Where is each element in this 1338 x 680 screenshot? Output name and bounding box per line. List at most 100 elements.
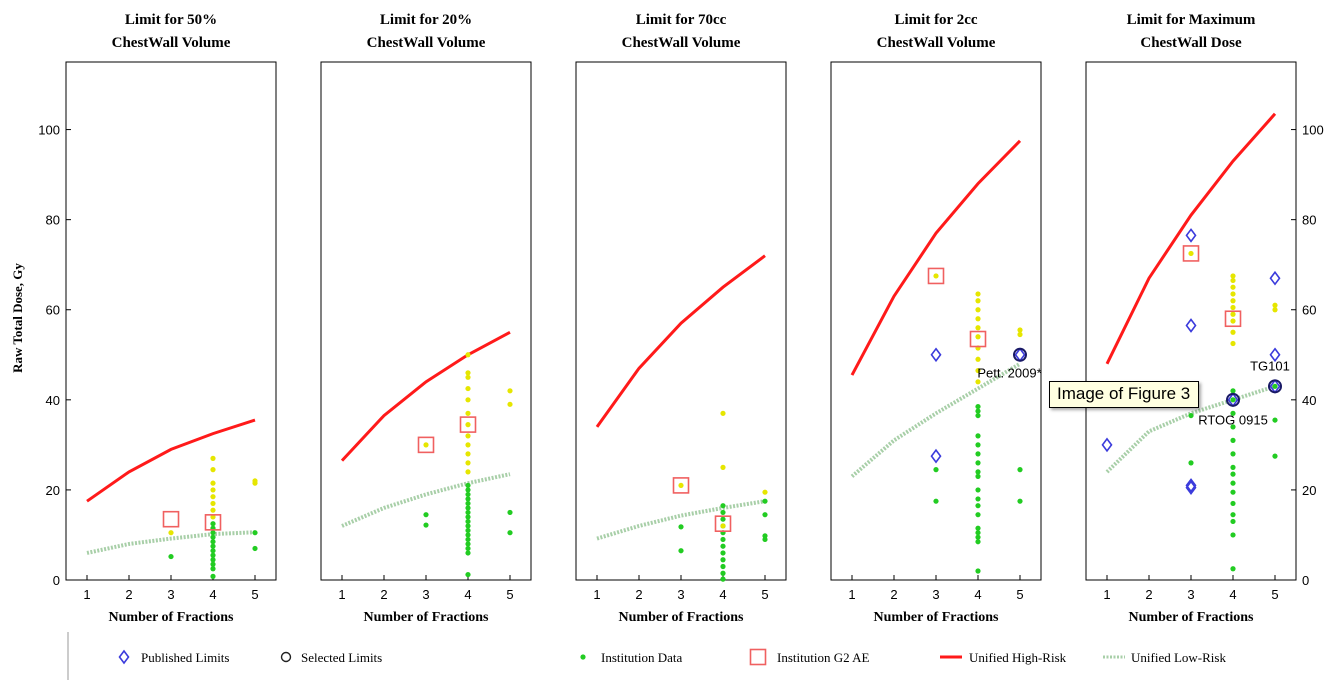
g2ae-square <box>969 330 987 348</box>
institution-point <box>678 524 684 530</box>
panel-1: Limit for 50% ChestWall Volume 1 2 3 4 5 Number… <box>38 12 277 625</box>
published-limit-marker <box>1185 318 1197 333</box>
x-axis-label: Number of Fractions <box>364 610 489 625</box>
point-annotation: RTOG 0915 <box>1198 413 1268 428</box>
g2ae-square <box>927 267 945 285</box>
institution-point-highlight <box>210 455 216 461</box>
g2ae-square <box>1224 310 1242 328</box>
institution-point-highlight <box>720 410 726 416</box>
x-tick-label: 2 <box>125 587 132 602</box>
institution-point <box>720 509 726 516</box>
legend-item-high: Unified High-Risk <box>940 650 1067 665</box>
y-tick-label: 60 <box>46 303 60 318</box>
low-risk-line <box>850 362 1022 478</box>
x-tick-label: 2 <box>890 587 897 602</box>
institution-point-highlight <box>1230 298 1236 304</box>
institution-point <box>1230 518 1236 525</box>
panel-title-line1: Limit for 2cc <box>894 12 977 28</box>
institution-point <box>465 505 471 511</box>
published-limit-marker <box>1101 437 1113 453</box>
institution-point <box>1230 489 1236 495</box>
panel-4: Limit for 2cc ChestWall Volume 1 2 3 4 5 Number… <box>830 12 1042 625</box>
published-limit-marker <box>930 347 942 363</box>
institution-point-highlight <box>720 523 726 529</box>
x-tick-label: 1 <box>338 587 345 602</box>
x-tick-label: 4 <box>464 587 471 602</box>
institution-point <box>465 536 471 543</box>
institution-point <box>1230 397 1236 403</box>
legend-label: Institution Data <box>601 650 682 665</box>
high-risk-line <box>340 330 511 462</box>
institution-point <box>465 514 471 520</box>
low-risk-line <box>341 472 511 528</box>
institution-point <box>762 498 768 504</box>
y-tick-label-right: 40 <box>1302 393 1316 408</box>
legend-square-icon <box>749 648 767 666</box>
x-tick-label: 2 <box>635 587 642 602</box>
institution-point-highlight <box>507 388 513 394</box>
institution-point-highlight <box>1017 327 1023 333</box>
y-axis-label: Raw Total Dose, Gy <box>10 263 25 373</box>
legend: Published Limits Selected Limits Instituti… <box>67 632 1226 680</box>
institution-point <box>1272 453 1278 459</box>
institution-point <box>210 566 216 572</box>
institution-point-highlight <box>465 469 471 475</box>
x-tick-label: 5 <box>506 587 513 602</box>
y-tick-label: 0 <box>53 573 60 588</box>
institution-point-highlight <box>1188 250 1194 257</box>
y-tick-label: 100 <box>38 123 60 138</box>
institution-point <box>933 498 939 504</box>
institution-point <box>975 503 981 509</box>
institution-point-highlight <box>423 442 429 448</box>
institution-point <box>465 545 471 552</box>
institution-point <box>465 571 471 578</box>
y-tick-label-right: 20 <box>1302 483 1316 498</box>
institution-point-highlight <box>465 385 471 392</box>
x-tick-label: 5 <box>761 587 768 602</box>
y-tick-label-right: 60 <box>1302 303 1316 318</box>
institution-point <box>720 557 726 563</box>
institution-point-highlight <box>762 489 768 495</box>
institution-point <box>1230 437 1236 443</box>
x-tick-label: 4 <box>1229 587 1236 602</box>
institution-point <box>975 539 981 545</box>
institution-point <box>720 503 726 509</box>
institution-point-highlight <box>975 307 981 313</box>
published-limit-marker <box>1185 228 1197 243</box>
g2ae-square <box>1182 245 1200 262</box>
institution-point <box>465 491 471 498</box>
high-risk-line <box>86 418 256 503</box>
x-tick-label: 2 <box>380 587 387 602</box>
institution-point <box>210 548 216 554</box>
institution-point <box>423 512 429 518</box>
institution-point <box>678 548 684 554</box>
x-tick-label: 5 <box>251 587 258 602</box>
point-annotation: TG101 <box>1250 359 1290 374</box>
institution-point <box>210 534 216 540</box>
institution-point <box>465 500 471 507</box>
panel-5: Limit for Maximum ChestWall Dose 1 2 3 4 5 Numb… <box>1085 12 1324 625</box>
institution-point-highlight <box>1272 307 1278 313</box>
figure-tooltip: Image of Figure 3 <box>1049 381 1200 408</box>
plot-frame <box>1085 61 1297 581</box>
g2ae-square <box>162 510 180 528</box>
institution-point-highlight <box>507 401 513 407</box>
panel-title-line1: Limit for 50% <box>125 12 217 28</box>
institution-point-highlight <box>210 507 216 513</box>
institution-point-highlight <box>975 367 981 374</box>
x-tick-label: 5 <box>1016 587 1023 602</box>
plot-frame <box>320 61 532 581</box>
y-tick-label: 80 <box>46 213 60 228</box>
published-limit-marker <box>930 448 942 464</box>
x-axis-label: Number of Fractions <box>109 610 234 625</box>
legend-item-low: Unified Low-Risk <box>1103 650 1226 665</box>
legend-dot-icon <box>580 654 586 660</box>
legend-label: Unified Low-Risk <box>1131 650 1226 665</box>
institution-point-highlight <box>168 530 174 536</box>
x-tick-label: 1 <box>593 587 600 602</box>
institution-point <box>720 543 726 549</box>
legend-item-g2ae: Institution G2 AE <box>749 648 870 666</box>
institution-point <box>210 561 216 567</box>
legend-item-institution: Institution Data <box>580 650 682 665</box>
legend-label: Selected Limits <box>301 650 382 665</box>
